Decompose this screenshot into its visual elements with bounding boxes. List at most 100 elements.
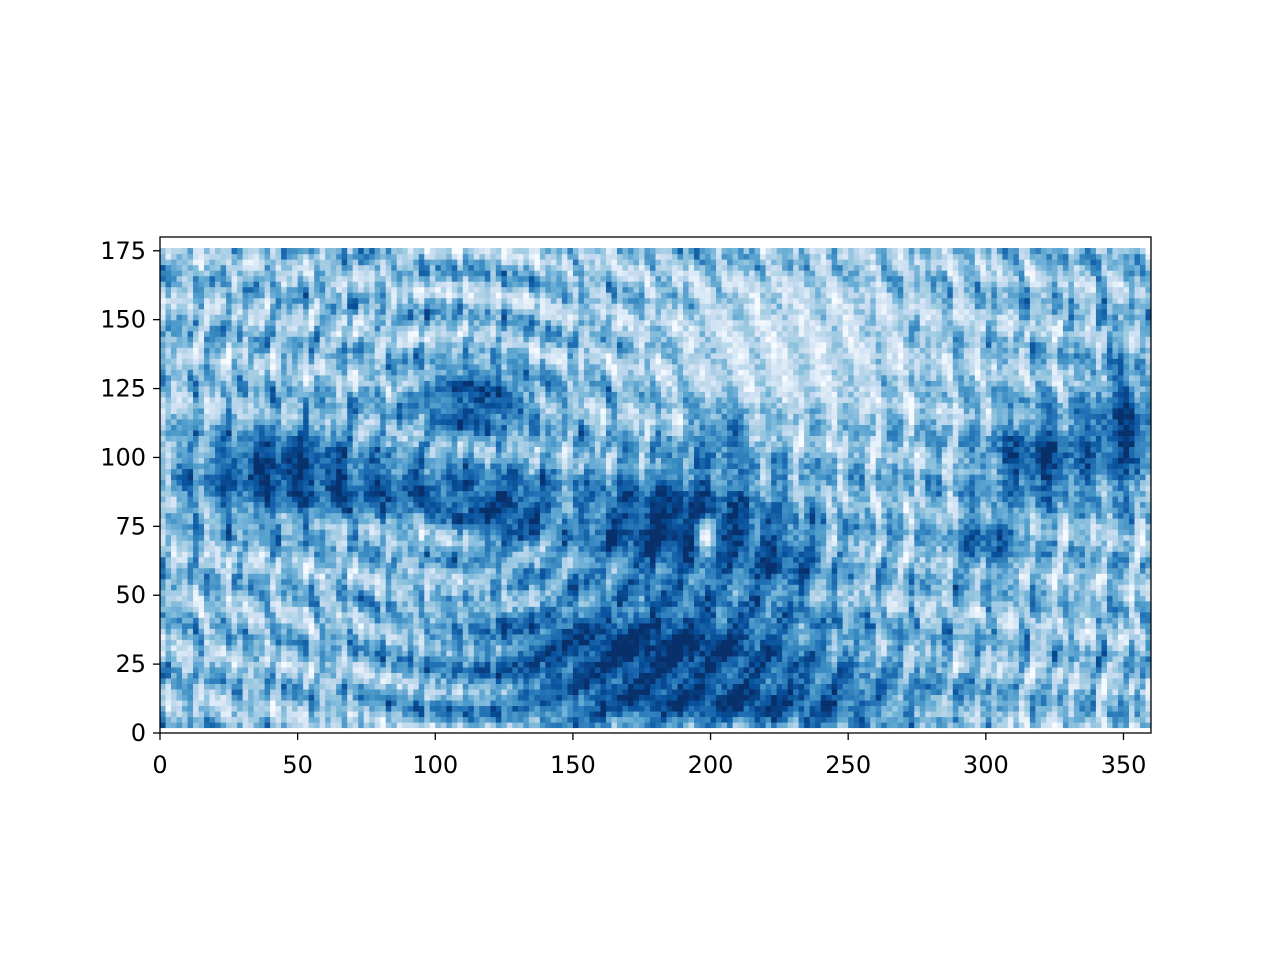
heatmap-cell bbox=[638, 688, 646, 696]
heatmap-cell bbox=[380, 600, 387, 607]
heatmap-cell bbox=[281, 573, 288, 580]
heatmap-cell bbox=[908, 716, 915, 723]
heatmap-cell bbox=[556, 644, 563, 651]
heatmap-cell bbox=[402, 661, 409, 668]
heatmap-cell bbox=[881, 639, 888, 646]
heatmap-cell bbox=[815, 595, 822, 602]
heatmap-cell bbox=[666, 622, 673, 629]
heatmap-cell bbox=[561, 606, 569, 613]
heatmap-cell bbox=[903, 633, 910, 640]
heatmap-cell bbox=[490, 578, 497, 585]
heatmap-cell bbox=[837, 611, 844, 618]
heatmap-cell bbox=[831, 705, 838, 712]
heatmap-cell bbox=[622, 600, 629, 607]
heatmap-cell bbox=[171, 683, 178, 690]
heatmap-cell bbox=[793, 721, 800, 729]
heatmap-cell bbox=[738, 622, 745, 629]
heatmap-cell bbox=[1062, 650, 1070, 657]
heatmap-cell bbox=[1106, 650, 1114, 657]
heatmap-cell bbox=[1139, 655, 1147, 662]
heatmap-cell bbox=[402, 705, 409, 712]
heatmap-cell bbox=[286, 622, 293, 629]
heatmap-cell bbox=[776, 589, 783, 596]
heatmap-cell bbox=[820, 584, 827, 591]
heatmap-cell bbox=[649, 721, 657, 729]
heatmap-cell bbox=[743, 595, 750, 602]
heatmap-cell bbox=[941, 622, 948, 629]
heatmap-cell bbox=[182, 694, 189, 701]
heatmap-cell bbox=[969, 721, 976, 729]
heatmap-cell bbox=[418, 683, 425, 690]
heatmap-cell bbox=[418, 639, 425, 646]
heatmap-cell bbox=[638, 699, 646, 707]
heatmap-cell bbox=[479, 694, 486, 701]
heatmap-cell bbox=[947, 710, 954, 718]
heatmap-cell bbox=[782, 716, 789, 723]
heatmap-cell bbox=[661, 622, 668, 629]
heatmap-cell bbox=[826, 650, 833, 657]
heatmap-cell bbox=[859, 661, 866, 668]
heatmap-cell bbox=[941, 644, 948, 651]
heatmap-cell bbox=[325, 683, 332, 690]
heatmap-cell bbox=[1117, 672, 1125, 679]
heatmap-cell bbox=[1029, 721, 1036, 729]
heatmap-cell bbox=[231, 699, 238, 707]
heatmap-cell bbox=[578, 710, 585, 718]
heatmap-cell bbox=[468, 666, 475, 673]
heatmap-cell bbox=[363, 666, 370, 673]
heatmap-cell bbox=[958, 694, 965, 701]
heatmap-cell bbox=[512, 694, 519, 701]
heatmap-cell bbox=[727, 639, 734, 646]
heatmap-cell bbox=[440, 578, 447, 585]
heatmap-cell bbox=[661, 655, 668, 662]
heatmap-cell bbox=[1123, 677, 1130, 684]
heatmap-cell bbox=[264, 661, 271, 668]
heatmap-cell bbox=[831, 661, 838, 668]
heatmap-cell bbox=[259, 578, 266, 585]
heatmap-cell bbox=[402, 617, 409, 624]
heatmap-cell bbox=[1073, 655, 1081, 662]
heatmap-cell bbox=[396, 721, 403, 729]
heatmap-cell bbox=[402, 655, 409, 662]
heatmap-cell bbox=[270, 573, 277, 580]
heatmap-cell bbox=[804, 589, 811, 596]
heatmap-cell bbox=[297, 666, 304, 673]
heatmap-cell bbox=[308, 639, 315, 646]
heatmap-cell bbox=[462, 650, 469, 657]
heatmap-cell bbox=[694, 584, 701, 591]
heatmap-cell bbox=[1068, 600, 1075, 607]
heatmap-cell bbox=[963, 650, 970, 657]
heatmap-cell bbox=[1101, 672, 1108, 679]
heatmap-cell bbox=[831, 622, 838, 629]
heatmap-cell bbox=[275, 644, 282, 651]
heatmap-cell bbox=[716, 606, 723, 613]
heatmap-cell bbox=[1128, 650, 1136, 657]
heatmap-cell bbox=[407, 639, 414, 646]
heatmap-cell bbox=[908, 699, 915, 707]
heatmap-cell bbox=[396, 650, 403, 657]
heatmap-cell bbox=[749, 589, 756, 596]
heatmap-cell bbox=[578, 622, 585, 629]
heatmap-cell bbox=[1134, 606, 1141, 613]
heatmap-cell bbox=[1139, 694, 1147, 701]
heatmap-cell bbox=[826, 622, 833, 629]
heatmap-cell bbox=[655, 694, 662, 701]
heatmap-cell bbox=[1018, 716, 1025, 723]
heatmap-cell bbox=[308, 578, 315, 585]
heatmap-cell bbox=[248, 710, 255, 718]
heatmap-cell bbox=[374, 584, 381, 591]
heatmap-cell bbox=[248, 677, 255, 684]
heatmap-cell bbox=[655, 628, 662, 635]
heatmap-cell bbox=[424, 573, 431, 580]
heatmap-cell bbox=[1145, 600, 1151, 607]
heatmap-cell bbox=[1024, 710, 1031, 718]
heatmap-cell bbox=[892, 721, 899, 729]
heatmap-cell bbox=[198, 710, 205, 718]
heatmap-cell bbox=[974, 628, 981, 635]
heatmap-cell bbox=[864, 595, 871, 602]
heatmap-cell bbox=[341, 573, 348, 580]
heatmap-cell bbox=[1095, 661, 1103, 668]
heatmap-cell bbox=[281, 606, 288, 613]
heatmap-cell bbox=[193, 584, 200, 591]
heatmap-cell bbox=[556, 606, 563, 613]
